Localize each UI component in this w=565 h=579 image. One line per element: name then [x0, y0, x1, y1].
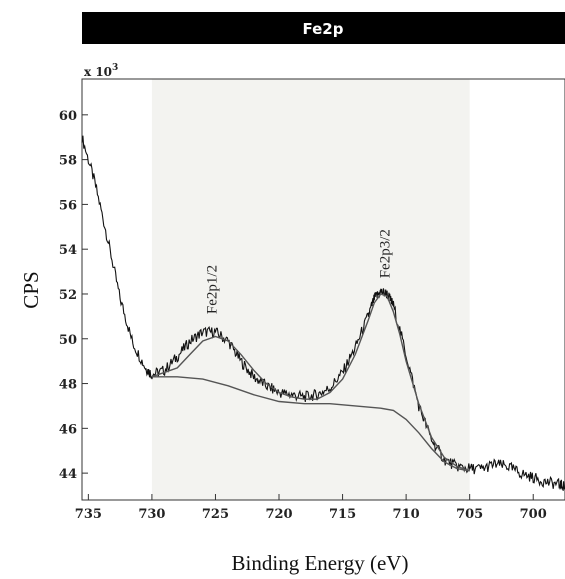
annotations: Fe2p1/2 Fe2p3/2	[205, 229, 394, 314]
x-axis-label: Binding Energy (eV)	[232, 551, 409, 575]
x-tick-label-715: 715	[329, 507, 356, 522]
y-multiplier: x 103	[84, 63, 118, 79]
y-tick-label-56: 56	[59, 198, 77, 213]
y-axis-ticks: 44 46 48 50 52 54 56 58 60	[59, 109, 88, 482]
y-tick-label-44: 44	[59, 467, 77, 482]
annotation-2: Fe2p3/2	[378, 229, 394, 278]
series-background	[151, 376, 470, 472]
title-bar	[82, 12, 565, 44]
x-axis-ticks: 735 730 725 720 715 710 705 700	[75, 494, 547, 522]
x-tick-label-710: 710	[393, 507, 420, 522]
x-tick-label-705: 705	[456, 507, 483, 522]
plot-frame	[81, 78, 565, 501]
x-tick-label-730: 730	[138, 507, 165, 522]
series-spectrum	[81, 135, 565, 491]
y-multiplier-exponent: 3	[112, 63, 118, 73]
y-tick-label-54: 54	[59, 243, 77, 258]
y-tick-label-60: 60	[59, 109, 77, 124]
y-tick-label-52: 52	[59, 288, 77, 303]
y-tick-label-48: 48	[59, 378, 77, 393]
annotation-1: Fe2p1/2	[205, 265, 221, 314]
chart-title: Fe2p	[303, 20, 344, 38]
series-envelope	[151, 293, 470, 472]
series-layer	[81, 135, 565, 491]
y-tick-label-58: 58	[59, 154, 77, 169]
x-tick-label-720: 720	[265, 507, 292, 522]
x-tick-label-735: 735	[75, 507, 102, 522]
y-tick-label-46: 46	[59, 422, 77, 437]
y-tick-label-50: 50	[59, 333, 77, 348]
x-tick-label-725: 725	[202, 507, 229, 522]
y-axis-label: CPS	[19, 271, 43, 308]
x-tick-label-700: 700	[520, 507, 547, 522]
